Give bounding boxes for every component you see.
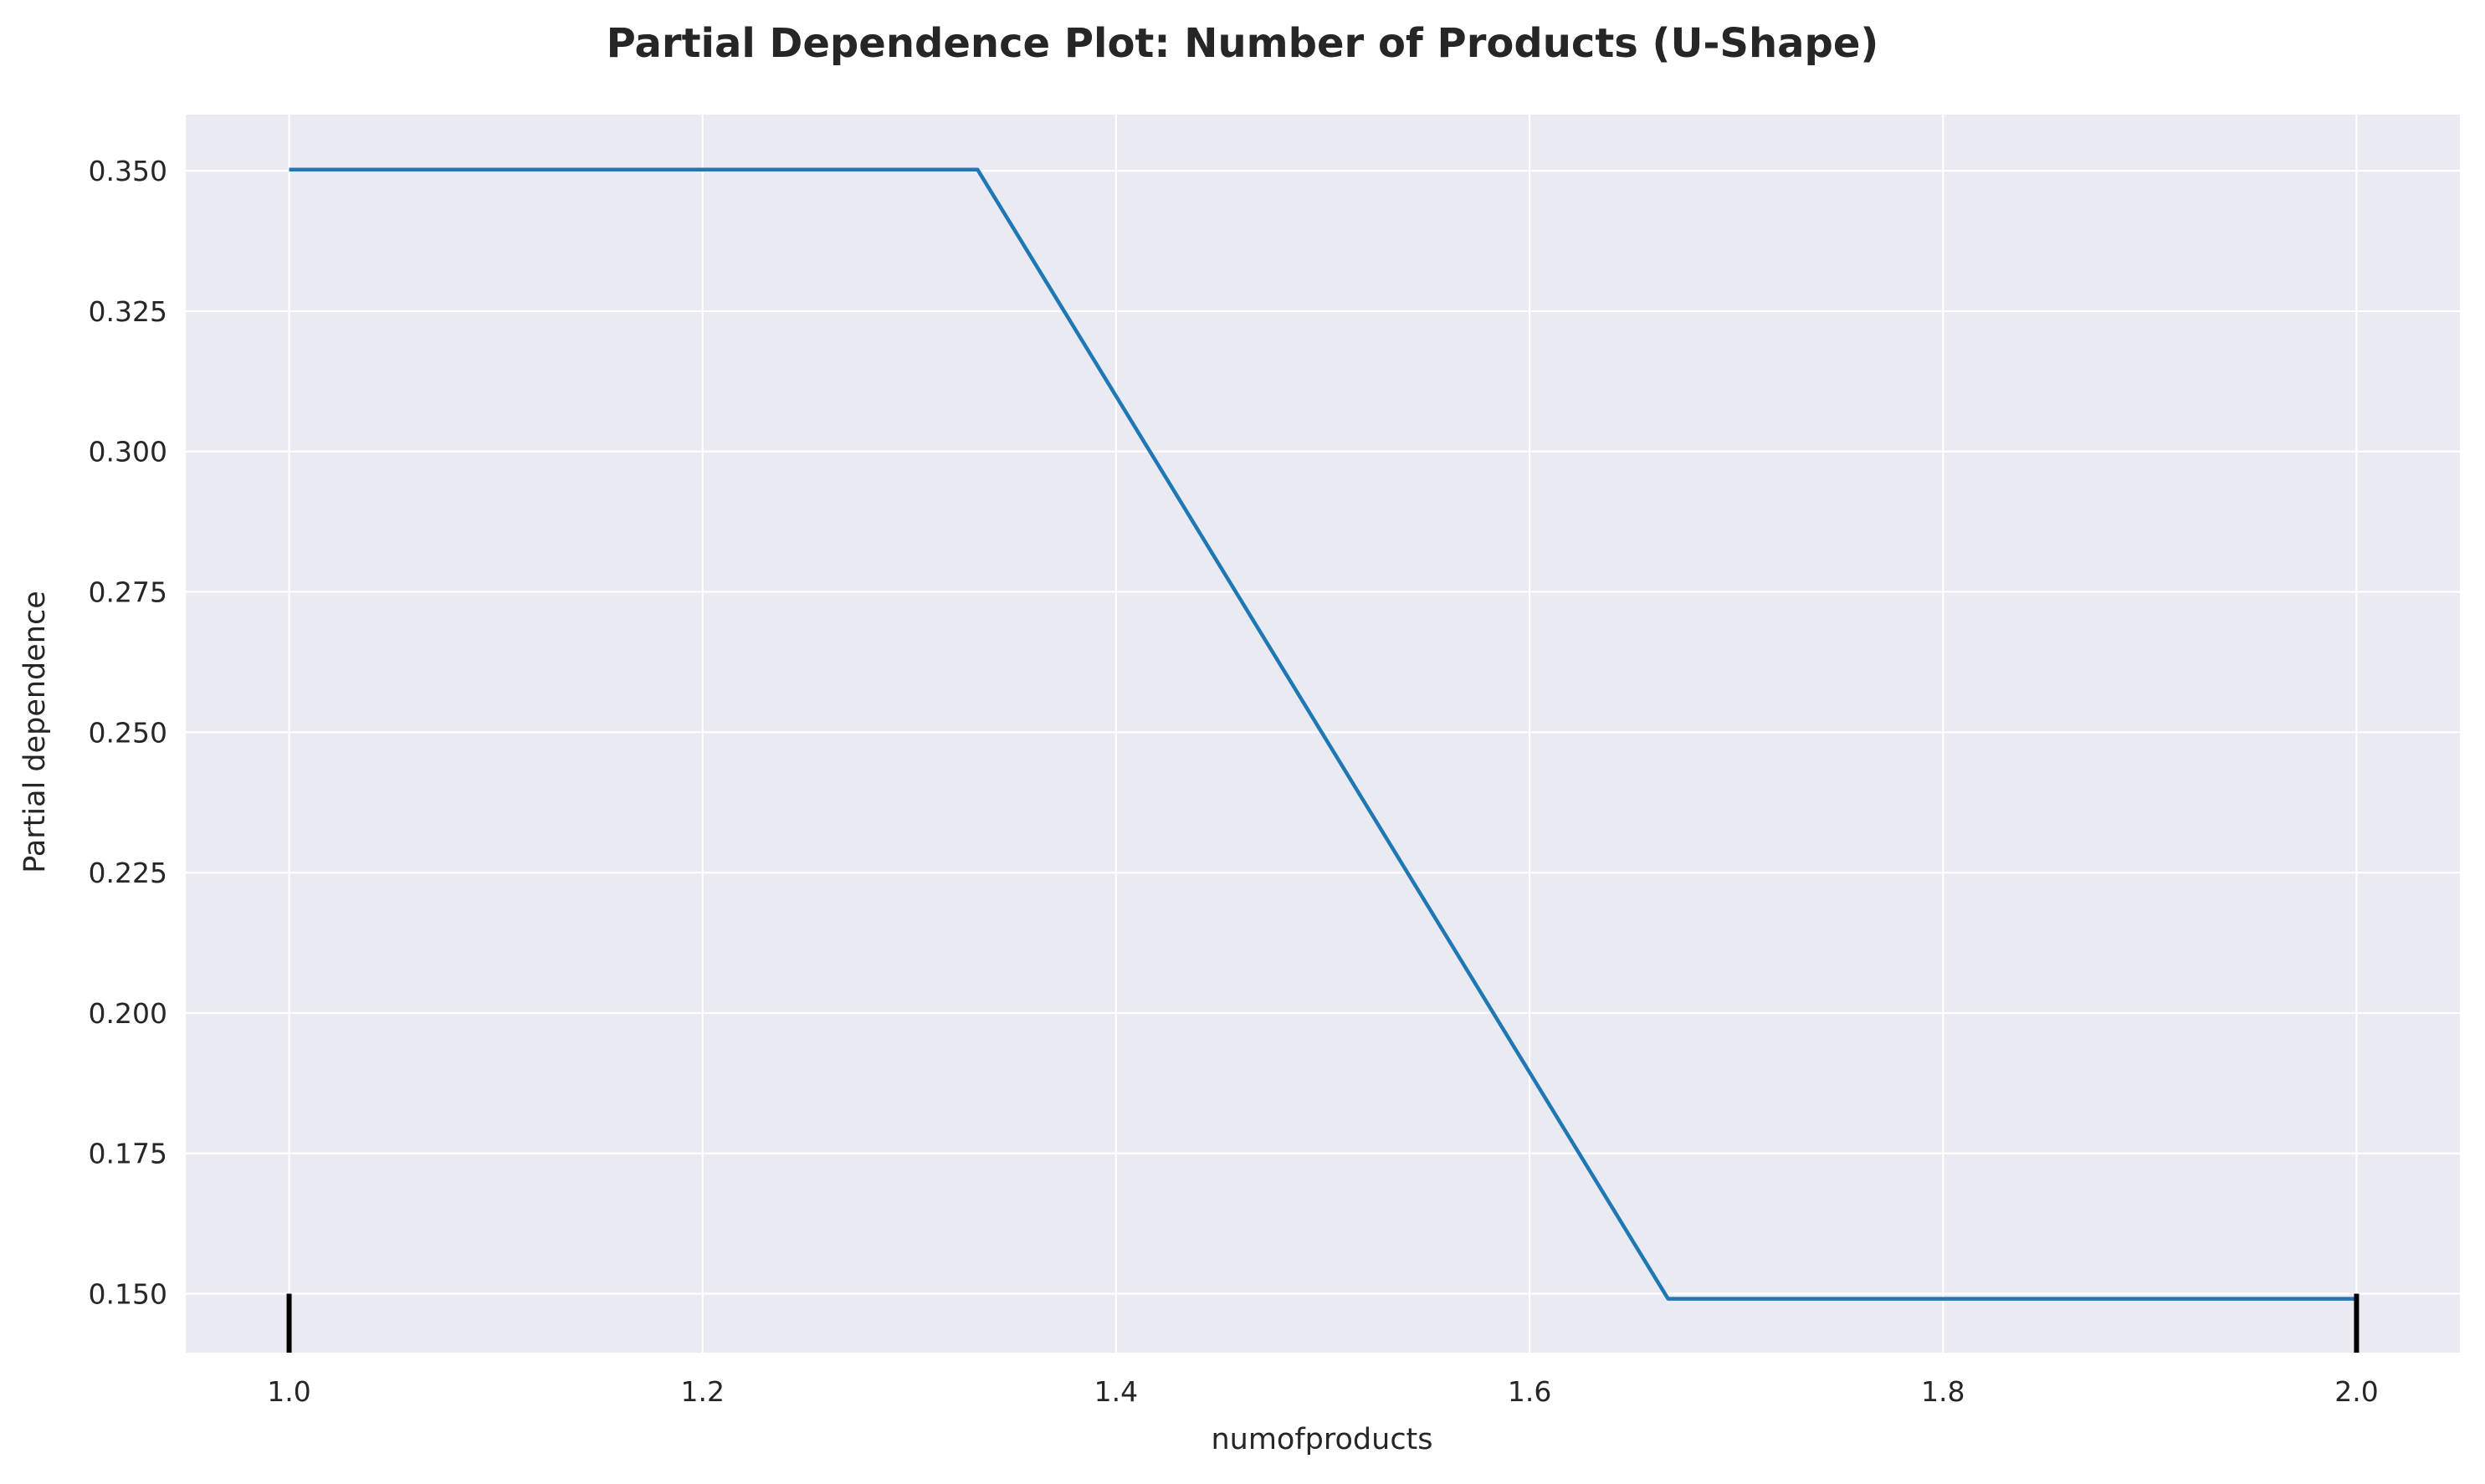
x-tick-label: 1.2 xyxy=(680,1375,724,1408)
y-tick-label: 0.250 xyxy=(89,716,167,749)
chart-title: Partial Dependence Plot: Number of Produ… xyxy=(607,20,1879,67)
pd-line xyxy=(289,167,2357,1301)
x-tick-label: 1.8 xyxy=(1921,1375,1965,1408)
y-tick-label: 0.350 xyxy=(89,155,167,187)
y-tick-label: 0.300 xyxy=(89,436,167,468)
y-tick-label: 0.150 xyxy=(89,1278,167,1311)
rug-marks xyxy=(286,1293,2359,1353)
x-tick-label: 1.0 xyxy=(267,1375,310,1408)
y-tick-label: 0.325 xyxy=(89,295,167,328)
x-tick-label: 1.6 xyxy=(1508,1375,1551,1408)
x-tick-label: 1.4 xyxy=(1094,1375,1138,1408)
y-tick-label: 0.275 xyxy=(89,576,167,609)
x-tick-label: 2.0 xyxy=(2334,1375,2378,1408)
y-tick-label: 0.175 xyxy=(89,1138,167,1170)
y-axis-label: Partial dependence xyxy=(18,591,52,873)
x-axis-label: numofproducts xyxy=(1211,1423,1432,1456)
series-layer xyxy=(289,167,2357,1301)
tick-labels: 1.0 1.2 1.4 1.6 1.8 2.0 0.150 0.175 0.200 0.225 0.… xyxy=(89,155,2379,1408)
y-tick-label: 0.200 xyxy=(89,997,167,1030)
y-tick-label: 0.225 xyxy=(89,857,167,889)
